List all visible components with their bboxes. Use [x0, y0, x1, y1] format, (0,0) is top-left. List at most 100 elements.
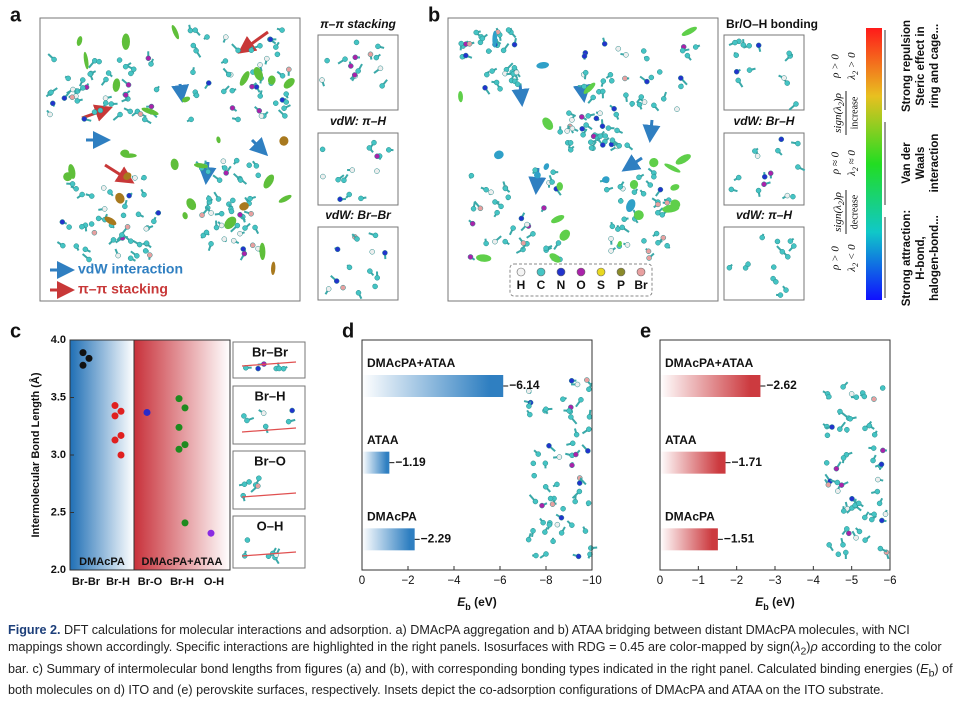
atom — [641, 238, 647, 244]
atom — [60, 242, 66, 249]
atom — [607, 72, 614, 78]
atom — [97, 107, 104, 114]
atom — [369, 249, 375, 255]
atom — [73, 243, 80, 249]
condition-part: λ — [846, 171, 858, 177]
isosurface — [559, 229, 571, 241]
atom — [136, 241, 143, 248]
x-tick-label: Br-O — [138, 576, 163, 588]
atom — [655, 209, 661, 216]
inset-title: O–H — [257, 518, 284, 533]
point — [117, 431, 125, 439]
atom — [102, 100, 109, 106]
atom — [601, 41, 608, 47]
atom — [539, 502, 545, 509]
condition: ρ > 0 — [830, 54, 842, 79]
isosurface — [617, 241, 622, 247]
atom — [125, 82, 132, 88]
atom — [498, 203, 504, 210]
atom — [127, 108, 133, 115]
point — [181, 404, 189, 412]
point — [117, 451, 125, 459]
atom — [319, 77, 325, 83]
caption: Figure 2. DFT calculations for molecular… — [8, 622, 956, 699]
trend: sign(λ2)ρ — [832, 93, 847, 133]
value-label: −2.62 — [766, 378, 797, 392]
atom — [554, 481, 560, 488]
atom — [488, 189, 494, 195]
atom — [374, 275, 380, 281]
atom — [255, 365, 261, 372]
atom — [645, 248, 652, 255]
isosurface — [476, 254, 492, 262]
isosurface — [494, 150, 504, 160]
isosurface — [278, 194, 292, 203]
atom — [354, 236, 360, 242]
isosurface — [182, 212, 188, 220]
atom — [861, 393, 868, 400]
atom — [151, 218, 157, 225]
atom — [560, 505, 566, 512]
atom — [273, 44, 279, 50]
atom — [578, 396, 584, 403]
atom — [141, 174, 147, 181]
atom — [132, 175, 138, 181]
atom — [237, 230, 243, 237]
x-tick-label: Br-H — [170, 576, 194, 588]
color-bar-label: Van der — [901, 142, 913, 184]
atom — [585, 448, 591, 454]
element-swatch — [636, 267, 646, 277]
atom — [567, 140, 574, 146]
atom — [116, 57, 123, 63]
x-tick-label: −3 — [768, 575, 781, 587]
atom — [518, 215, 525, 222]
isosurface — [181, 96, 191, 103]
point — [181, 519, 189, 527]
caption-symbol: E — [920, 661, 929, 676]
atom — [853, 394, 860, 400]
inset-title: Br–O — [254, 453, 286, 468]
atom — [530, 460, 537, 467]
atom — [346, 264, 353, 271]
atom — [795, 164, 801, 170]
atom — [840, 508, 847, 514]
atom — [655, 240, 661, 246]
atom — [483, 240, 489, 247]
isosurface — [670, 199, 681, 209]
atom — [485, 48, 492, 54]
atom — [882, 511, 889, 517]
atom — [879, 517, 885, 524]
atom — [651, 102, 657, 109]
x-tick-label: Br-Br — [72, 576, 101, 588]
atom — [530, 231, 536, 237]
bond-marker — [241, 551, 297, 557]
atom — [542, 484, 549, 490]
atom — [745, 261, 751, 267]
atom — [564, 128, 570, 134]
atom — [586, 386, 592, 393]
atom — [59, 219, 66, 225]
atom — [253, 163, 260, 169]
atom — [767, 170, 774, 177]
atom — [137, 111, 144, 117]
atom — [825, 482, 832, 488]
arrow — [621, 154, 643, 172]
atom — [208, 241, 214, 247]
category-label: ATAA — [367, 433, 399, 447]
atom — [147, 252, 153, 258]
isosurface — [123, 172, 132, 181]
atom — [240, 246, 246, 252]
atom — [527, 411, 533, 418]
atom — [335, 176, 341, 183]
atom — [333, 278, 340, 284]
x-tick-label: −2 — [730, 575, 743, 587]
atom — [264, 55, 270, 62]
atom — [543, 551, 549, 557]
figure: a b π–π stacking vdW: π–H vdW: Br–Br Br/O–H b… — [10, 4, 941, 612]
isosurface — [170, 158, 179, 171]
atom — [334, 246, 341, 253]
isosurface — [536, 62, 550, 69]
x-tick-label: −4 — [447, 575, 461, 587]
atom — [469, 220, 476, 227]
atom — [249, 83, 255, 90]
